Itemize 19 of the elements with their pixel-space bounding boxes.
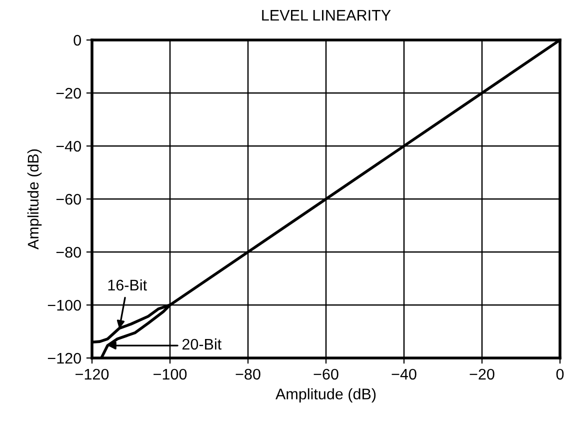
x-tick-label: −120 (76, 368, 109, 380)
chart-title: LEVEL LINEARITY (262, 10, 391, 21)
x-tick-label: −20 (470, 368, 494, 380)
x-tick-label: −100 (154, 368, 187, 380)
x-tick-label: −40 (392, 368, 416, 380)
y-tick-label: −20 (56, 88, 81, 99)
x-tick-label: −60 (314, 368, 338, 380)
annotation: 16-Bit (108, 279, 147, 291)
y-tick-label: −120 (48, 352, 81, 364)
x-axis-title: Amplitude (dB) (276, 388, 376, 402)
x-tick-label: −80 (236, 368, 260, 380)
y-tick-label: −60 (56, 194, 81, 205)
y-tick-label: −80 (56, 246, 81, 258)
x-tick-label: 0 (556, 368, 564, 380)
y-axis-title: Amplitude (dB) (27, 149, 42, 250)
y-tick-label: −100 (48, 300, 81, 311)
annotation: 20-Bit (182, 338, 222, 350)
y-tick-label: −40 (56, 140, 81, 152)
y-tick-label: 0 (74, 34, 81, 46)
